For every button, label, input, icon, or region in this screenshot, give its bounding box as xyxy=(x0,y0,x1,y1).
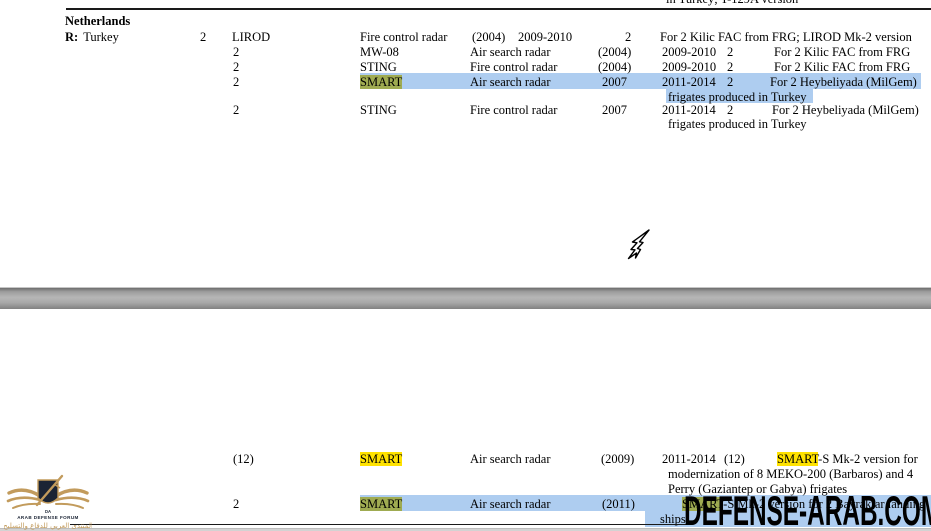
cell-description: Fire control radar xyxy=(470,59,558,74)
cell-year-ordered: 2007 xyxy=(602,103,627,117)
cell-year-ordered: (2004) xyxy=(472,30,506,44)
cell-designation-search-hit: SMART xyxy=(360,496,403,511)
defense-arab-watermark: DEFENSE-ARAB.COM xyxy=(684,487,931,531)
cell-comment-cont: Perry (Gaziantep or Gabya) frigates xyxy=(668,481,848,496)
clipped-comment-line: in Turkey; T-129A version xyxy=(666,0,798,6)
sword-guard-icon xyxy=(53,483,61,489)
page-break-separator xyxy=(0,287,931,309)
cell-comment-cont: frigates produced in Turkey xyxy=(668,116,807,131)
cell-qty: 2 xyxy=(233,59,240,74)
cell-comment: For 2 Kilic FAC from FRG; LIROD Mk-2 ver… xyxy=(660,30,912,44)
cell-recipient: R: Turkey xyxy=(65,30,119,44)
cell-num-delivered: 2 xyxy=(727,103,734,117)
cell-qty: 2 xyxy=(200,30,207,44)
cell-description: Air search radar xyxy=(470,451,551,466)
cell-qty: 2 xyxy=(233,496,240,511)
cell-year-ordered: (2004) xyxy=(598,59,632,74)
cell-comment: For 2 Heybeliyada (MilGem) xyxy=(772,103,919,117)
cell-description: Air search radar xyxy=(470,45,551,59)
cell-description: Air search radar xyxy=(470,74,551,89)
recipient-prefix: R: xyxy=(65,30,79,44)
cell-designation: MW-08 xyxy=(360,45,399,59)
cell-years-delivered: 2009-2010 xyxy=(662,45,717,59)
cell-year-ordered: (2011) xyxy=(602,496,635,511)
selection-highlight-band xyxy=(360,73,921,89)
logo-name-ar: المنتدى العربي للدفاع والتسليح xyxy=(4,522,92,530)
cell-num-delivered: (12) xyxy=(724,451,745,466)
cell-designation-search-hit: SMART xyxy=(360,451,403,466)
cell-qty: 2 xyxy=(233,45,240,59)
cell-designation: LIROD xyxy=(232,30,271,44)
country-header: Netherlands xyxy=(65,14,131,28)
cell-num-delivered: 2 xyxy=(625,30,632,44)
cell-qty: 2 xyxy=(233,74,240,89)
table-bottom-border xyxy=(70,523,686,525)
right-wing-icon xyxy=(54,488,90,509)
cell-num-delivered: 2 xyxy=(727,59,734,74)
cell-qty: (12) xyxy=(233,451,254,466)
table-top-border xyxy=(66,8,931,10)
cell-years-delivered: 2011-2014 xyxy=(662,74,716,89)
cell-comment: SMART-S Mk-2 version for 2 Bayraktar lan… xyxy=(682,496,926,511)
cell-comment-cont: frigates produced in Turkey xyxy=(668,89,807,104)
cell-designation: STING xyxy=(360,59,397,74)
cell-comment: For 2 Kilic FAC from FRG xyxy=(774,45,911,59)
logo-graphic: DA ARAB DEFENSE FORUM المنتدى العربي للد… xyxy=(3,474,93,530)
arab-defense-forum-logo: DA ARAB DEFENSE FORUM المنتدى العربي للد… xyxy=(3,474,93,531)
mouse-cursor-icon xyxy=(626,228,652,267)
cell-description: Fire control radar xyxy=(360,30,448,44)
cell-designation-search-hit: SMART xyxy=(360,74,403,89)
cell-designation: STING xyxy=(360,103,397,117)
cell-year-ordered: 2007 xyxy=(602,74,627,89)
selection-highlight-band xyxy=(645,510,931,527)
cell-years-delivered: 2011-2014 xyxy=(662,103,716,117)
cell-num-delivered: 2 xyxy=(727,45,734,59)
cell-comment-cont: modernization of 8 MEKO-200 (Barbaros) a… xyxy=(668,466,914,481)
sword-icon xyxy=(35,474,64,507)
cell-description: Air search radar xyxy=(470,496,551,511)
cell-comment: For 2 Heybeliyada (MilGem) xyxy=(770,74,917,89)
logo-name-en: ARAB DEFENSE FORUM xyxy=(17,515,79,520)
cell-comment: For 2 Kilic FAC from FRG xyxy=(774,59,911,74)
cell-years-delivered: 2011-2014 xyxy=(662,451,716,466)
logo-abbr: DA xyxy=(45,509,51,514)
cell-num-delivered: 2 xyxy=(727,74,734,89)
recipient-name: Turkey xyxy=(83,30,119,44)
comment-search-hit: SMART xyxy=(682,496,724,511)
comment-rest: -S Mk-2 version for xyxy=(818,451,918,466)
cell-years-delivered: 2009-2010 xyxy=(518,30,573,44)
selection-highlight-band xyxy=(360,495,931,511)
selection-highlight-band xyxy=(666,88,813,103)
cell-comment: SMART-S Mk-2 version for xyxy=(777,451,918,466)
left-wing-icon xyxy=(6,488,42,509)
cell-comment-cont: ships xyxy=(660,512,686,526)
comment-search-hit: SMART xyxy=(777,451,819,466)
cell-years-delivered: 2009-2010 xyxy=(662,59,717,74)
cell-year-ordered: (2009) xyxy=(601,451,635,466)
cell-qty: 2 xyxy=(233,103,240,117)
page-break-edge xyxy=(0,527,931,531)
cell-year-ordered: (2004) xyxy=(598,45,632,59)
comment-rest: -S Mk-2 version for 2 Bayraktar landing xyxy=(723,496,926,511)
cell-description: Fire control radar xyxy=(470,103,558,117)
